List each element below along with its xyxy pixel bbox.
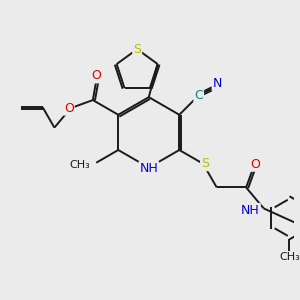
Text: S: S xyxy=(201,157,209,170)
Text: C: C xyxy=(194,89,203,102)
Text: O: O xyxy=(250,158,260,171)
Text: NH: NH xyxy=(140,162,158,175)
Text: O: O xyxy=(64,102,74,115)
Text: NH: NH xyxy=(241,204,260,217)
Text: CH₃: CH₃ xyxy=(279,252,300,262)
Text: O: O xyxy=(92,69,101,82)
Text: S: S xyxy=(133,43,141,56)
Text: CH₃: CH₃ xyxy=(70,160,90,170)
Text: N: N xyxy=(213,77,222,90)
